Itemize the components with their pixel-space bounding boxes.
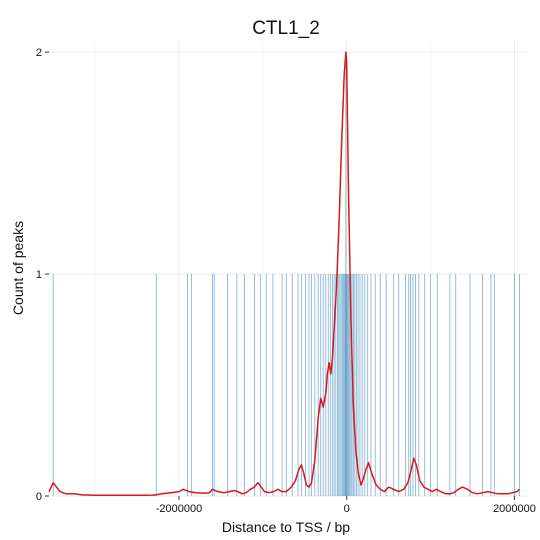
y-axis: 0 1 2 xyxy=(36,47,49,503)
x-tick-label-0: -2000000 xyxy=(156,503,203,515)
y-axis-label: Count of peaks xyxy=(10,221,26,315)
x-axis: -2000000 0 2000000 xyxy=(156,496,536,515)
plot-area xyxy=(48,41,527,497)
x-axis-label: Distance to TSS / bp xyxy=(222,519,350,535)
y-tick-label-0: 0 xyxy=(36,491,42,503)
chart-title: CTL1_2 xyxy=(252,18,320,39)
x-tick-label-2: 2000000 xyxy=(493,503,536,515)
density-line xyxy=(48,51,520,497)
y-tick-label-2: 2 xyxy=(36,47,42,59)
y-tick-label-1: 1 xyxy=(36,269,42,281)
x-tick-label-1: 0 xyxy=(344,503,350,515)
density-line-path xyxy=(48,51,520,497)
plot-background xyxy=(49,41,527,496)
grid-lines xyxy=(49,41,527,497)
